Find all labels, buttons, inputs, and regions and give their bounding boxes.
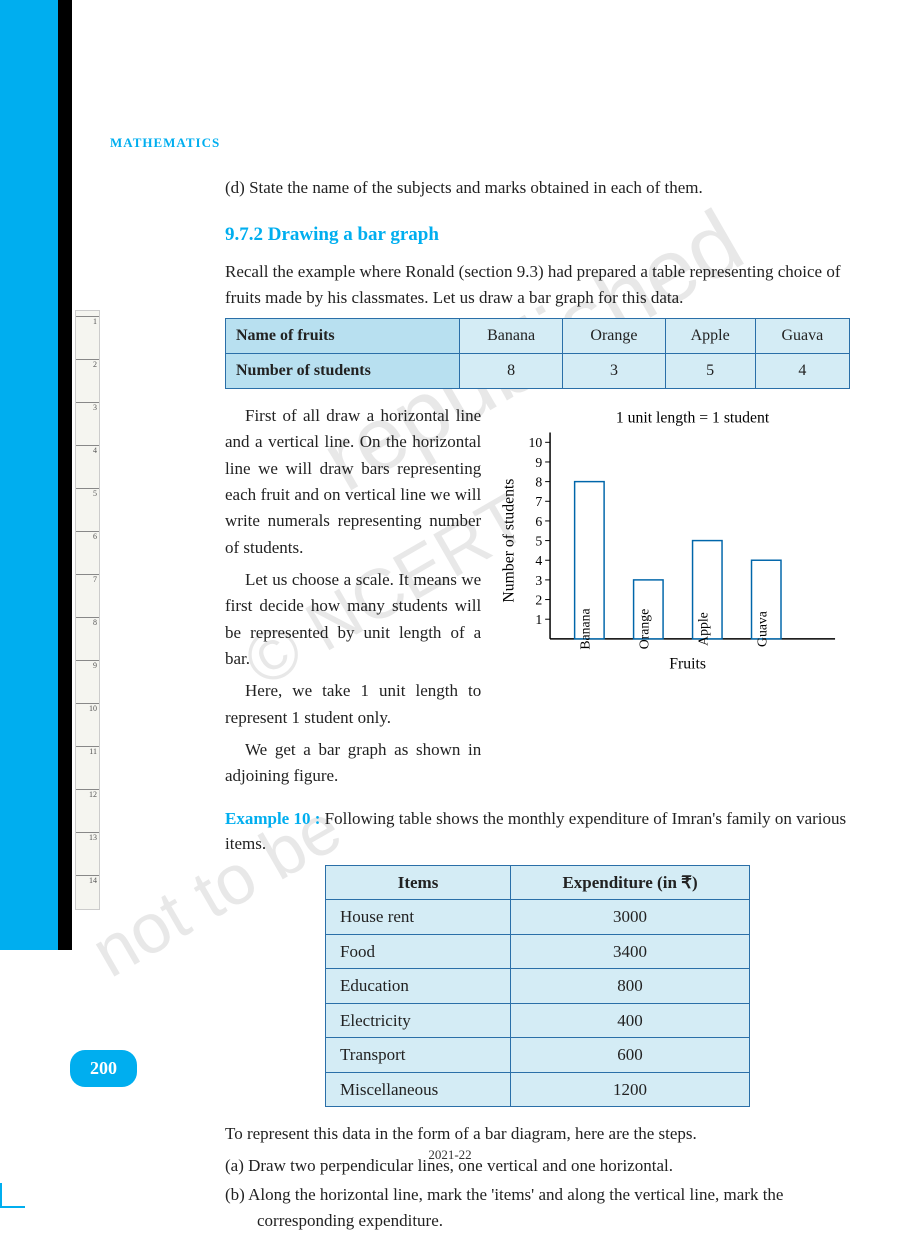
exp-header-1: Expenditure (in ₹) [511, 865, 750, 900]
table-row: Transport600 [326, 1038, 750, 1073]
table-cell: Electricity [326, 1003, 511, 1038]
table-cell: 3000 [511, 900, 750, 935]
table-cell: 600 [511, 1038, 750, 1073]
margin-blue-strip [0, 0, 65, 950]
svg-text:7: 7 [536, 494, 543, 509]
svg-text:1: 1 [536, 612, 543, 627]
fruit-col-0: Banana [459, 319, 563, 354]
exp-header-0: Items [326, 865, 511, 900]
body-para-0: First of all draw a horizontal line and … [225, 403, 481, 561]
main-content: (d) State the name of the subjects and m… [225, 175, 850, 1237]
fruit-col-1: Orange [563, 319, 665, 354]
table-cell: Education [326, 969, 511, 1004]
table-cell: 3400 [511, 934, 750, 969]
fruit-val-1: 3 [563, 354, 665, 389]
section-heading: 9.7.2 Drawing a bar graph [225, 221, 850, 250]
svg-text:9: 9 [536, 455, 543, 470]
table-cell: Transport [326, 1038, 511, 1073]
fruit-val-3: 4 [755, 354, 849, 389]
fruit-col-3: Guava [755, 319, 849, 354]
fruit-val-0: 8 [459, 354, 563, 389]
ruler-mark: 7 [76, 574, 99, 584]
bar-chart: 1 2 3 4 5 6 7 8 9 10 Banana Orange Apple Guava Fruits N… [496, 403, 850, 688]
svg-text:3: 3 [536, 573, 543, 588]
body-para-3: We get a bar graph as shown in adjoining… [225, 737, 481, 790]
example-label: Example 10 : [225, 809, 320, 828]
ruler-mark: 12 [76, 789, 99, 799]
example-10: Example 10 : Following table shows the m… [225, 806, 850, 857]
svg-text:10: 10 [529, 435, 543, 450]
ruler-mark: 5 [76, 488, 99, 498]
ruler-mark: 10 [76, 703, 99, 713]
svg-text:4: 4 [536, 553, 543, 568]
svg-text:Number of students: Number of students [501, 479, 518, 603]
ruler-graphic: 1234567891011121314 [75, 310, 100, 910]
fruit-col-2: Apple [665, 319, 755, 354]
question-d: (d) State the name of the subjects and m… [225, 175, 850, 201]
ruler-mark: 4 [76, 445, 99, 455]
table-cell: 1200 [511, 1072, 750, 1107]
table-row: Miscellaneous1200 [326, 1072, 750, 1107]
table-cell: 400 [511, 1003, 750, 1038]
intro-paragraph: Recall the example where Ronald (section… [225, 259, 850, 310]
ruler-mark: 1 [76, 316, 99, 326]
ruler-mark: 2 [76, 359, 99, 369]
svg-text:Banana: Banana [578, 608, 593, 649]
svg-text:1 unit length = 1 student: 1 unit length = 1 student [616, 410, 770, 427]
ruler-mark: 9 [76, 660, 99, 670]
body-text-left: First of all draw a horizontal line and … [225, 403, 481, 796]
svg-text:Apple: Apple [695, 612, 710, 646]
ruler-mark: 13 [76, 832, 99, 842]
step-a: (a) Draw two perpendicular lines, one ve… [225, 1153, 850, 1179]
svg-text:Guava: Guava [754, 611, 769, 647]
table-row: Food3400 [326, 934, 750, 969]
svg-text:5: 5 [536, 534, 543, 549]
table-cell: Miscellaneous [326, 1072, 511, 1107]
ruler-mark: 14 [76, 875, 99, 885]
margin-black-strip [58, 0, 72, 950]
table-cell: House rent [326, 900, 511, 935]
svg-text:6: 6 [536, 514, 543, 529]
table-row: Education800 [326, 969, 750, 1004]
page-number: 200 [70, 1050, 137, 1087]
ruler-mark: 3 [76, 402, 99, 412]
table-row: House rent3000 [326, 900, 750, 935]
svg-text:2: 2 [536, 592, 543, 607]
fruits-row1-header: Name of fruits [226, 319, 460, 354]
ruler-mark: 11 [76, 746, 99, 756]
body-para-1: Let us choose a scale. It means we first… [225, 567, 481, 672]
ruler-mark: 8 [76, 617, 99, 627]
crop-mark-bl [0, 1183, 25, 1208]
ruler-mark: 6 [76, 531, 99, 541]
table-cell: Food [326, 934, 511, 969]
svg-text:Fruits: Fruits [669, 655, 706, 672]
bar-chart-container: 1 2 3 4 5 6 7 8 9 10 Banana Orange Apple Guava Fruits N… [496, 403, 850, 796]
fruit-val-2: 5 [665, 354, 755, 389]
fruits-row2-header: Number of students [226, 354, 460, 389]
table-cell: 800 [511, 969, 750, 1004]
body-para-2: Here, we take 1 unit length to represent… [225, 678, 481, 731]
expenditure-table: Items Expenditure (in ₹) House rent3000F… [325, 865, 750, 1108]
svg-text:Orange: Orange [637, 609, 652, 649]
svg-text:8: 8 [536, 475, 543, 490]
chapter-header: MATHEMATICS [110, 135, 220, 151]
closing-para: To represent this data in the form of a … [225, 1121, 850, 1147]
table-row: Electricity400 [326, 1003, 750, 1038]
fruits-table: Name of fruits Banana Orange Apple Guava… [225, 318, 850, 389]
